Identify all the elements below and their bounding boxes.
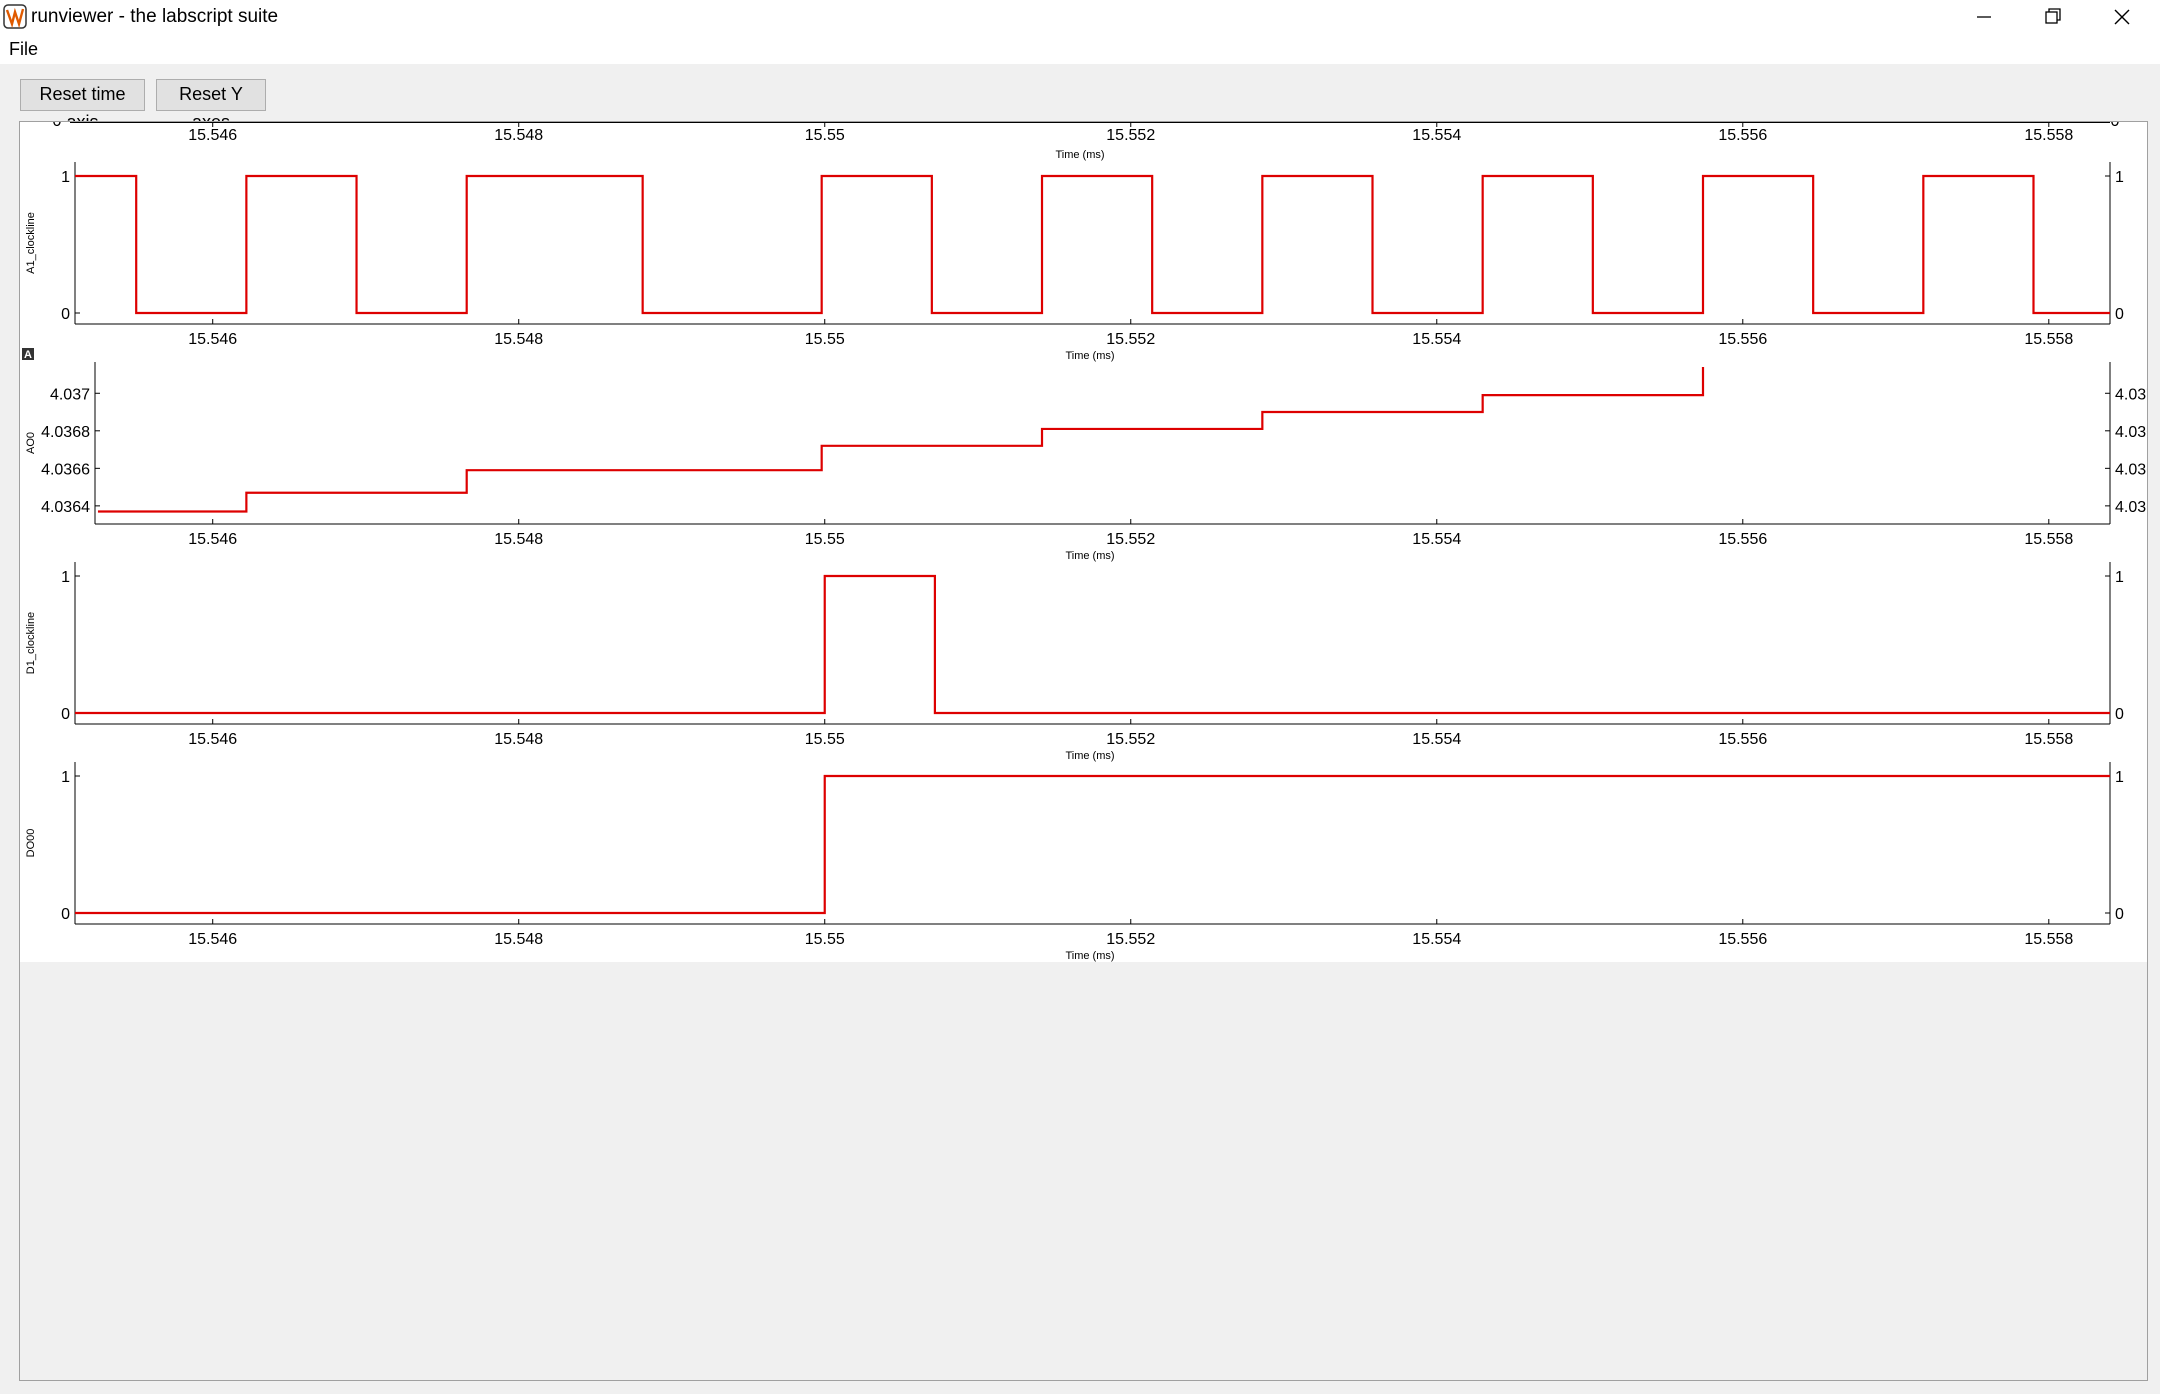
chart-3-ytick-label-left: 1 — [61, 769, 70, 786]
chart-1-ytick-label-left: 4.0368 — [41, 424, 90, 441]
chart-1-ytick-label-left: 4.0364 — [41, 499, 90, 516]
chart-3-xtick-label: 15.546 — [188, 931, 237, 948]
chart-3-xtick-label: 15.556 — [1718, 931, 1767, 948]
chart-1-ytick-label-right: 4.037 — [2115, 386, 2147, 403]
chart-0-ytick-label-left: 1 — [61, 169, 70, 186]
chart-1-xtick-label: 15.548 — [494, 531, 543, 548]
chart-2-ytick-label-right: 0 — [2115, 706, 2124, 723]
chart-0-xtick-label: 15.552 — [1106, 331, 1155, 348]
reset-y-axes-button[interactable]: Reset Y axes — [156, 79, 266, 132]
chart-0-trace — [75, 174, 2110, 315]
chart-3-xtick-label: 15.558 — [2024, 931, 2073, 948]
chart-0-xtick-label: 15.55 — [805, 331, 845, 348]
chart-1-xtick-label: 15.554 — [1412, 531, 1461, 548]
menu-file[interactable]: File — [9, 39, 39, 59]
chart-3-xtick-label: 15.548 — [494, 931, 543, 948]
chart-2-trace — [75, 574, 2110, 715]
chart-0-ytick-label-left: 0 — [61, 306, 70, 323]
chart-2-xtick-label: 15.548 — [494, 731, 543, 748]
chart-1-xtick-label: 15.546 — [188, 531, 237, 548]
top-axis-edge-label-left: 0 — [53, 122, 62, 130]
chart-0-ylabel: A1_clockline — [25, 212, 37, 274]
chart-3-trace — [75, 774, 2110, 915]
restore-button[interactable] — [2018, 0, 2086, 34]
chart-1-xtick-label: 15.556 — [1718, 531, 1767, 548]
chart-0-xtick-label: 15.554 — [1412, 331, 1461, 348]
chart-1-ytick-label-left: 4.037 — [50, 386, 90, 403]
chart-1-xtick-label: 15.55 — [805, 531, 845, 548]
top-axis-tick-label: 15.556 — [1718, 127, 1767, 144]
chart-2-ytick-label-left: 0 — [61, 706, 70, 723]
chart-2-xtick-label: 15.558 — [2024, 731, 2073, 748]
minimize-button[interactable] — [1950, 0, 2018, 34]
chart-2-ytick-label-right: 1 — [2115, 569, 2124, 586]
top-axis-xlabel: Time (ms) — [1055, 149, 1104, 161]
chart-1-xtick-label: 15.552 — [1106, 531, 1155, 548]
chart-0-xlabel: Time (ms) — [1065, 350, 1114, 362]
labscript-logo-icon — [3, 4, 27, 30]
chart-3-xtick-label: 15.554 — [1412, 931, 1461, 948]
chart-0-xtick-label: 15.546 — [188, 331, 237, 348]
top-axis-tick-label: 15.552 — [1106, 127, 1155, 144]
chart-1-ylabel: AO0 — [25, 432, 37, 454]
chart-0-ytick-label-right: 1 — [2115, 169, 2124, 186]
chart-3-ylabel: DO00 — [25, 829, 37, 858]
title-bar: runviewer - the labscript suite — [0, 0, 2160, 34]
chart-1-xlabel: Time (ms) — [1065, 550, 1114, 562]
restore-icon — [2045, 8, 2061, 24]
chart-0-xtick-label: 15.556 — [1718, 331, 1767, 348]
chart-2-ylabel: D1_clockline — [25, 612, 37, 674]
top-axis-tick-label: 15.548 — [494, 127, 543, 144]
chart-1-trace — [97, 367, 1705, 513]
chart-2-xtick-label: 15.55 — [805, 731, 845, 748]
chart-2-xtick-label: 15.554 — [1412, 731, 1461, 748]
chart-2-xtick-label: 15.546 — [188, 731, 237, 748]
chart-0-ytick-label-right: 0 — [2115, 306, 2124, 323]
chart-1-xtick-label: 15.558 — [2024, 531, 2073, 548]
plot-frame — [19, 121, 2148, 1381]
chart-2-xlabel: Time (ms) — [1065, 750, 1114, 762]
chart-1-ytick-label-right: 4.0366 — [2115, 461, 2147, 478]
chart-1-ytick-label-right: 4.0364 — [2115, 499, 2147, 516]
plot-area[interactable]: 15.546 15.548 15.55 15.552 15.554 15.556 15.55… — [20, 113, 2160, 962]
chart-2-xtick-label: 15.552 — [1106, 731, 1155, 748]
chart-3-ytick-label-left: 0 — [61, 906, 70, 923]
chart-3-xtick-label: 15.55 — [805, 931, 845, 948]
chart-1-ytick-label-left: 4.0366 — [41, 461, 90, 478]
autoscale-a-button[interactable] — [22, 348, 34, 360]
close-button[interactable] — [2088, 0, 2156, 34]
top-axis-tick-label: 15.55 — [805, 127, 845, 144]
top-axis-tick-label: 15.558 — [2024, 127, 2073, 144]
chart-3-xtick-label: 15.552 — [1106, 931, 1155, 948]
chart-0-xtick-label: 15.558 — [2024, 331, 2073, 348]
minimize-icon — [1977, 16, 1991, 18]
chart-2-xtick-label: 15.556 — [1718, 731, 1767, 748]
window-title: runviewer - the labscript suite — [31, 6, 279, 27]
top-axis-edge-label-right: 0 — [2111, 122, 2120, 130]
chart-2-ytick-label-left: 1 — [61, 569, 70, 586]
chart-3-ytick-label-right: 1 — [2115, 769, 2124, 786]
chart-3-ytick-label-right: 0 — [2115, 906, 2124, 923]
chart-1-ytick-label-right: 4.0368 — [2115, 424, 2147, 441]
close-icon — [2114, 9, 2130, 25]
menu-bar: File — [0, 34, 2160, 64]
chart-0-xtick-label: 15.548 — [494, 331, 543, 348]
plots-canvas[interactable]: 15.546 15.548 15.55 15.552 15.554 15.556 15.55… — [20, 113, 2160, 962]
chart-3-xlabel: Time (ms) — [1065, 950, 1114, 962]
top-axis-tick-label: 15.546 — [188, 127, 237, 144]
reset-time-axis-button[interactable]: Reset time axis — [20, 79, 145, 132]
autoscale-a-label: A — [24, 349, 32, 361]
top-axis-tick-label: 15.554 — [1412, 127, 1461, 144]
